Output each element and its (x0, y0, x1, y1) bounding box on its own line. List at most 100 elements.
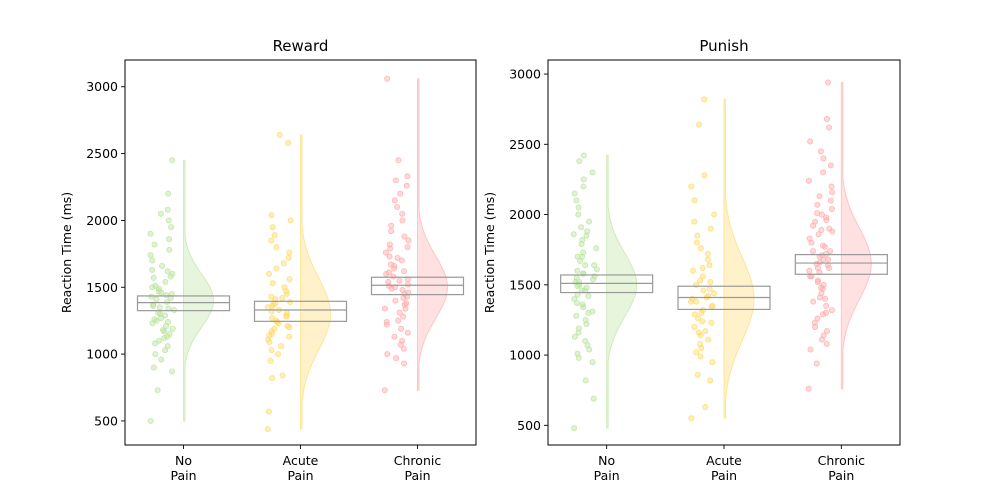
series-2 (794, 79, 888, 392)
y-axis-label: Reaction Time (ms) (59, 192, 74, 313)
series-0 (136, 157, 231, 424)
data-point (398, 325, 405, 332)
x-tick-label: No (598, 453, 615, 468)
data-point (585, 309, 592, 316)
data-point (399, 210, 406, 217)
x-tick-label: Acute (283, 453, 319, 468)
data-point (265, 408, 272, 415)
data-point (268, 237, 275, 244)
y-tick-label: 3000 (86, 79, 118, 94)
data-point (574, 267, 581, 274)
data-point (701, 172, 708, 179)
data-point (273, 244, 280, 251)
data-point (573, 197, 580, 204)
data-point (153, 296, 160, 303)
data-point (283, 313, 290, 320)
data-point (810, 298, 817, 305)
y-tick-label: 2000 (509, 207, 541, 222)
data-point (688, 415, 695, 422)
data-point (586, 218, 593, 225)
data-point (164, 319, 171, 326)
data-point (381, 387, 388, 394)
data-point (575, 211, 582, 218)
data-point (827, 162, 834, 169)
data-point (695, 315, 702, 322)
data-point (706, 286, 713, 293)
data-point (286, 324, 293, 331)
data-point (266, 332, 273, 339)
chart-panel-1: NoPainAcutePainChronicPain50010001500200… (482, 37, 901, 483)
data-point (397, 190, 404, 197)
data-point (147, 230, 154, 237)
data-point (702, 404, 709, 411)
data-point (391, 197, 398, 204)
data-point (814, 201, 821, 208)
x-tick-label: Pain (711, 468, 737, 483)
data-point (705, 336, 712, 343)
x-tick-label: Pain (828, 468, 854, 483)
x-tick-label: Pain (170, 468, 196, 483)
data-point (274, 319, 281, 326)
data-point (824, 328, 831, 335)
data-point (698, 309, 705, 316)
data-point (699, 273, 706, 280)
data-point (574, 253, 581, 260)
data-point (699, 264, 706, 271)
data-point (158, 356, 165, 363)
data-point (399, 217, 406, 224)
data-point (384, 351, 391, 358)
data-point (395, 317, 402, 324)
x-tick-label: Acute (706, 453, 742, 468)
data-point (578, 224, 585, 231)
violin-half (183, 159, 214, 422)
data-point (168, 224, 175, 231)
data-point (589, 359, 596, 366)
data-point (402, 305, 409, 312)
data-point (400, 268, 407, 275)
data-point (383, 270, 390, 277)
data-point (820, 169, 827, 176)
data-point (693, 239, 700, 246)
data-point (805, 177, 812, 184)
data-point (163, 292, 170, 299)
data-point (828, 205, 835, 212)
data-point (580, 152, 587, 159)
data-point (812, 323, 819, 330)
data-point (824, 116, 831, 123)
data-point (393, 355, 400, 362)
data-point (700, 287, 707, 294)
data-point (820, 155, 827, 162)
y-tick-label: 500 (517, 418, 541, 433)
data-point (689, 267, 696, 274)
data-point (384, 75, 391, 82)
data-point (583, 284, 590, 291)
data-point (820, 242, 827, 249)
data-point (805, 385, 812, 392)
data-point (704, 256, 711, 263)
data-point (585, 293, 592, 300)
data-point (396, 277, 403, 284)
data-point (404, 329, 411, 336)
data-point (575, 329, 582, 336)
data-point (383, 319, 390, 326)
data-point (279, 372, 286, 379)
data-point (571, 295, 578, 302)
data-point (394, 204, 401, 211)
data-point (400, 313, 407, 320)
data-point (162, 312, 169, 319)
data-point (166, 331, 173, 338)
data-point (161, 335, 168, 342)
data-point (152, 340, 159, 347)
data-point (150, 364, 157, 371)
data-point (268, 212, 275, 219)
data-point (828, 183, 835, 190)
data-point (589, 276, 596, 283)
data-point (276, 131, 283, 138)
x-tick-label: Pain (287, 468, 313, 483)
y-tick-label: 500 (94, 413, 118, 428)
y-tick-label: 1000 (509, 348, 541, 363)
data-point (593, 266, 600, 273)
data-point (696, 121, 703, 128)
data-point (162, 278, 169, 285)
data-point (391, 333, 398, 340)
